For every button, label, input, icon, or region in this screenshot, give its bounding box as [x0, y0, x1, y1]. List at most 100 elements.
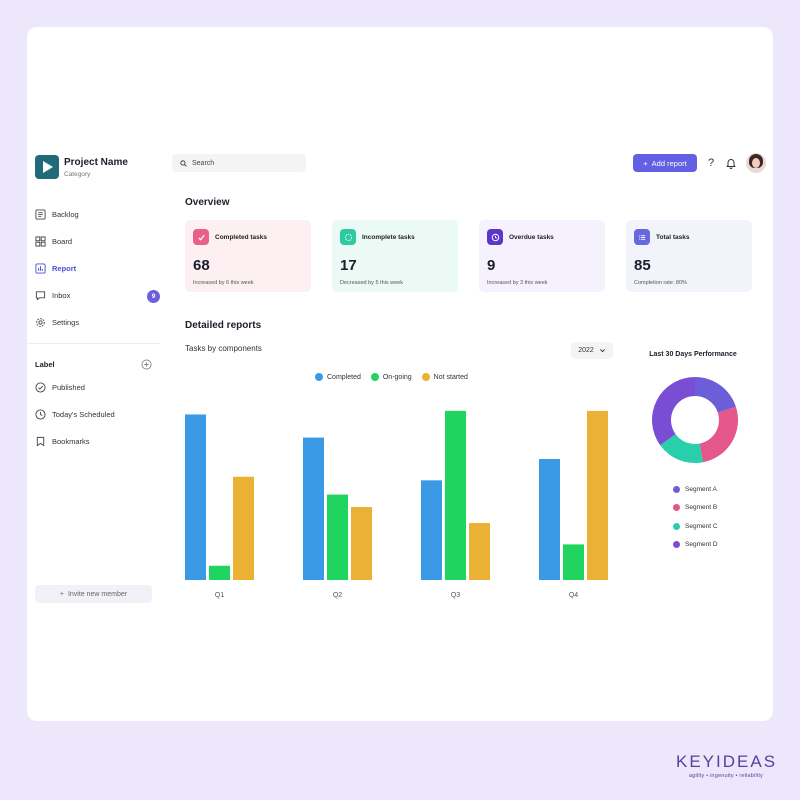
brand-tagline: agility • ingenuity • reliability	[688, 773, 764, 779]
legend-dot	[673, 485, 680, 493]
year-select-value: 2022	[578, 347, 594, 354]
donut-legend-item: Segment A	[673, 480, 718, 499]
bar-q1-not-started	[233, 476, 254, 580]
chart-subtitle: Tasks by components	[185, 344, 262, 353]
sidebar-item-label: Board	[52, 237, 73, 246]
bell-icon[interactable]	[725, 157, 737, 169]
sidebar-nav: Backlog Board Report Inbox 9	[35, 201, 160, 336]
overview-cards: Completed tasks 68 Increased by 6 this w…	[185, 220, 753, 292]
add-report-button[interactable]: + Add report	[633, 154, 697, 172]
search-icon	[180, 159, 187, 167]
legend-item-completed: Completed	[315, 373, 361, 381]
legend-label: Not started	[433, 373, 468, 381]
legend-dot	[673, 504, 680, 512]
inbox-count-badge: 9	[147, 290, 160, 303]
stat-subtext: Decreased by 5 this week	[340, 280, 403, 286]
x-tick-label: Q2	[333, 592, 342, 599]
stat-card-overdue[interactable]: Overdue tasks 9 Increased by 3 this week	[479, 220, 605, 292]
sidebar-item-board[interactable]: Board	[35, 228, 160, 255]
bar-chart: Q1 Q2 Q3 Q4	[185, 410, 608, 599]
bar-q4-on-going	[563, 544, 584, 580]
stat-label: Overdue tasks	[509, 233, 554, 241]
stat-card-completed[interactable]: Completed tasks 68 Increased by 6 this w…	[185, 220, 311, 292]
check-circle-icon	[35, 382, 46, 393]
sidebar-divider	[27, 343, 160, 344]
sidebar-item-label: Settings	[52, 318, 80, 327]
donut-slice-segment-c	[660, 434, 704, 463]
bookmark-icon	[35, 436, 46, 447]
sidebar-item-report[interactable]: Report	[35, 255, 160, 282]
help-icon[interactable]: ?	[707, 157, 715, 169]
project-header[interactable]: Project Name Category	[35, 155, 128, 179]
sidebar-item-settings[interactable]: Settings	[35, 309, 160, 336]
donut-slice-segment-d	[652, 377, 695, 446]
x-tick-label: Q1	[215, 592, 224, 599]
user-avatar[interactable]	[746, 153, 766, 173]
sidebar-item-backlog[interactable]: Backlog	[35, 201, 160, 228]
list-icon	[35, 209, 46, 220]
stat-card-incomplete[interactable]: Incomplete tasks 17 Decreased by 5 this …	[332, 220, 458, 292]
list-icon	[634, 229, 650, 245]
stat-value: 85	[634, 257, 651, 274]
add-label-icon[interactable]	[141, 359, 152, 370]
label-item-bookmarks[interactable]: Bookmarks	[35, 428, 160, 455]
bar-q2-not-started	[351, 507, 372, 580]
donut-legend-item: Segment C	[673, 517, 718, 536]
donut-slice-segment-a	[695, 377, 736, 413]
year-select[interactable]: 2022	[571, 342, 613, 359]
board-icon	[35, 236, 46, 247]
legend-dot	[315, 373, 323, 381]
bar-q3-not-started	[469, 523, 490, 580]
legend-label: On-going	[382, 373, 412, 381]
bar-q3-completed	[421, 480, 442, 580]
stat-subtext: Completion rate: 80%	[634, 280, 687, 286]
stat-value: 68	[193, 257, 210, 274]
search-placeholder: Search	[192, 159, 215, 167]
add-report-label: Add report	[651, 158, 687, 168]
legend-item-not-started: Not started	[421, 373, 468, 381]
search-input[interactable]: Search	[172, 154, 306, 172]
chevron-down-icon	[599, 349, 605, 353]
check-icon	[193, 229, 209, 245]
legend-dot	[370, 373, 379, 381]
clock-icon	[35, 409, 46, 420]
sidebar: Project Name Category Backlog Board	[27, 27, 167, 721]
dashed-circle-icon	[340, 229, 356, 245]
plus-icon: +	[643, 158, 648, 168]
brand-name: KEYIDEAS	[676, 752, 778, 771]
project-category: Category	[64, 170, 91, 178]
overview-title: Overview	[185, 197, 230, 208]
label-section-title: Label	[35, 360, 55, 369]
label-item-published[interactable]: Published	[35, 374, 160, 401]
stat-value: 17	[340, 257, 357, 274]
project-name: Project Name	[64, 156, 128, 168]
stat-card-total[interactable]: Total tasks 85 Completion rate: 80%	[626, 220, 752, 292]
legend-label: Completed	[327, 373, 361, 381]
legend-dot	[673, 522, 680, 530]
chart-legend: Completed On-going Not started	[315, 373, 468, 381]
donut-legend-label: Segment C	[685, 522, 718, 530]
stat-subtext: Increased by 6 this week	[193, 280, 254, 286]
detailed-reports-title: Detailed reports	[185, 320, 262, 331]
label-item-text: Today's Scheduled	[52, 410, 115, 419]
inbox-icon	[35, 290, 46, 301]
sidebar-item-label: Report	[52, 264, 77, 273]
bar-q1-completed	[185, 414, 206, 580]
clock-icon	[487, 229, 503, 245]
invite-member-button[interactable]: + Invite new member	[35, 585, 152, 603]
stat-label: Total tasks	[656, 233, 690, 241]
project-logo-icon	[35, 155, 59, 179]
sidebar-item-inbox[interactable]: Inbox 9	[35, 282, 160, 309]
chart-icon	[35, 263, 46, 274]
brand-logo: KEYIDEAS agility • ingenuity • reliabili…	[676, 752, 776, 779]
invite-member-label: Invite new member	[67, 590, 128, 598]
plus-icon: +	[59, 590, 64, 598]
bar-q1-on-going	[209, 565, 230, 580]
gear-icon	[35, 317, 46, 328]
label-item-todays-scheduled[interactable]: Today's Scheduled	[35, 401, 160, 428]
stat-subtext: Increased by 3 this week	[487, 280, 548, 286]
legend-item-ongoing: On-going	[370, 373, 412, 381]
legend-dot	[673, 541, 680, 549]
donut-legend-label: Segment B	[685, 504, 718, 512]
donut-legend-label: Segment A	[685, 485, 717, 493]
